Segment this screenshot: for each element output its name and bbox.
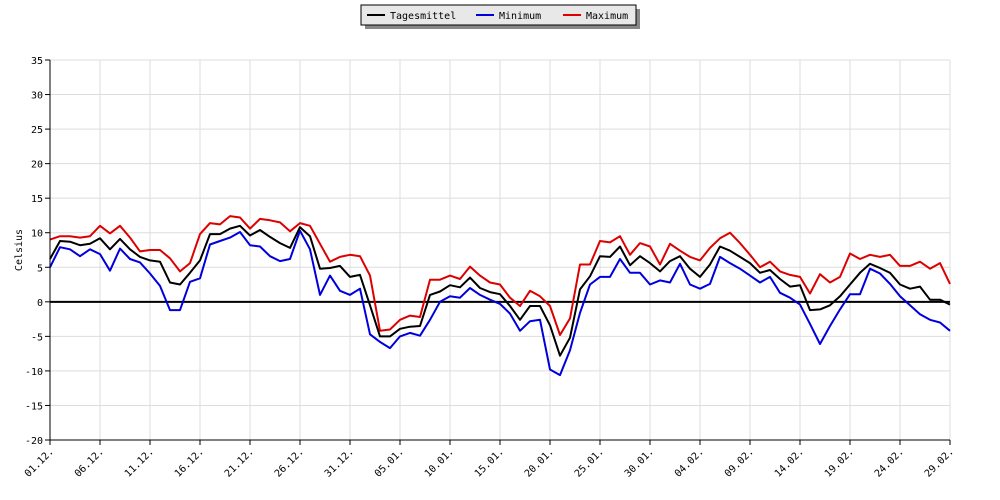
y-tick-label: 15: [31, 194, 43, 205]
y-tick-label: 30: [31, 91, 43, 102]
axes: [45, 59, 951, 445]
series-line-tagesmittel: [49, 224, 951, 357]
y-tick-label: 20: [31, 160, 43, 171]
legend-label-minimum: Minimum: [499, 11, 541, 22]
y-tick-label: 10: [31, 229, 43, 240]
legend-label-tagesmittel: Tagesmittel: [390, 11, 456, 22]
y-tick-label: 25: [31, 125, 43, 136]
y-tick-label: -20: [25, 436, 43, 447]
legend-box: [360, 4, 637, 26]
y-tick-label: -10: [25, 367, 43, 378]
y-tick-label: 5: [37, 263, 43, 274]
series-lines: [49, 215, 951, 377]
y-tick-labels: -20 -15 -10 -5 0 5 10 15 20 25 30 35: [25, 56, 43, 447]
y-tick-label: 35: [31, 56, 43, 67]
legend-label-maximum: Maximum: [586, 11, 628, 22]
y-tick-label: 0: [37, 298, 43, 309]
legend: Tagesmittel Minimum Maximum: [360, 4, 640, 29]
series-line-maximum: [49, 215, 951, 336]
y-tick-label: -5: [31, 332, 43, 343]
y-axis-title: Celsius: [14, 229, 25, 271]
series-line-minimum: [49, 229, 951, 377]
y-tick-label: -15: [25, 401, 43, 412]
